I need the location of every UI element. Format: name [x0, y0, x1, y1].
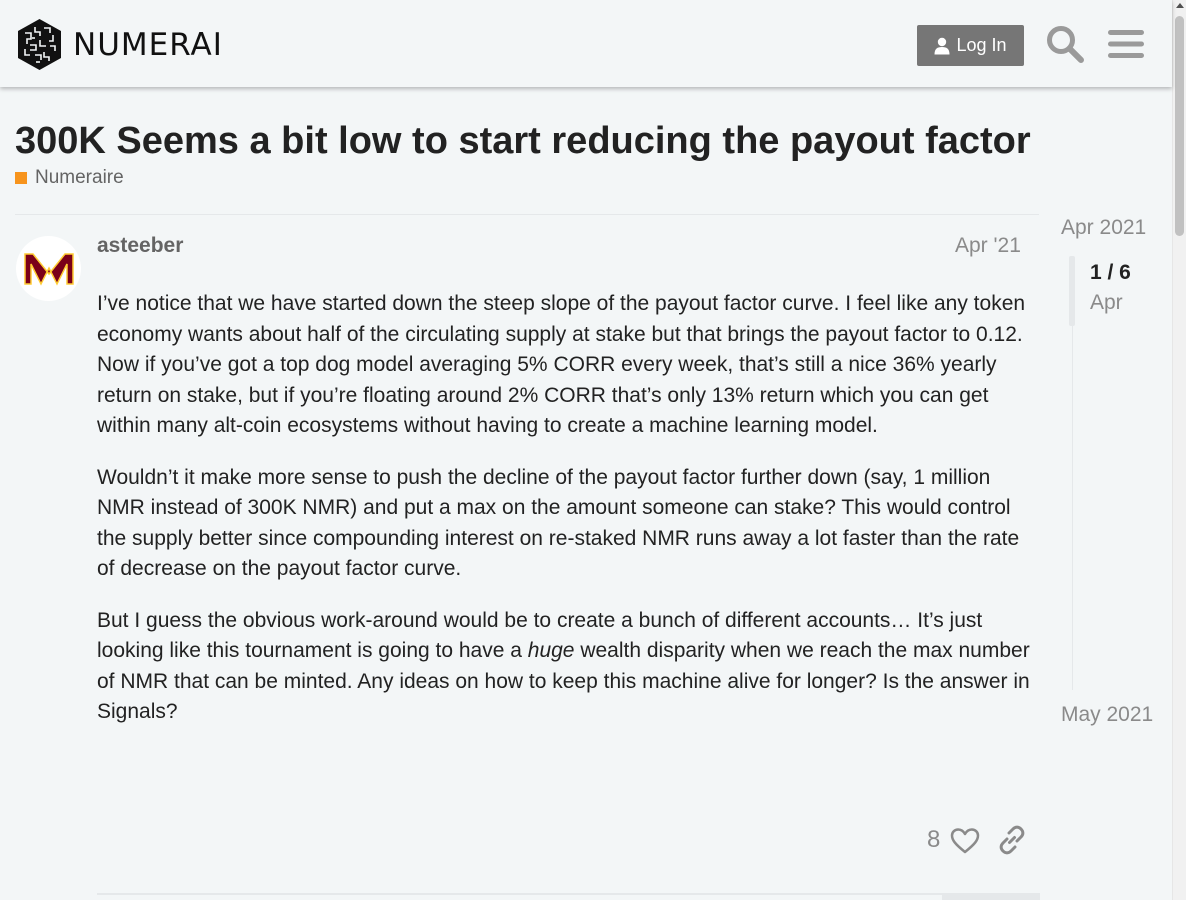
timeline-position: 1 / 6: [1090, 261, 1131, 284]
avatar[interactable]: [16, 236, 81, 301]
avatar-m-logo-icon: [23, 252, 74, 286]
search-button[interactable]: [1043, 22, 1087, 66]
post-paragraph-3: But I guess the obvious work-around woul…: [97, 606, 1032, 728]
post-body: I’ve notice that we have started down th…: [97, 289, 1032, 749]
post-date[interactable]: Apr '21: [955, 234, 1021, 257]
scrollbar-thumb[interactable]: [1175, 16, 1184, 236]
numerai-logo-icon: [18, 19, 61, 70]
like-button[interactable]: [948, 822, 982, 858]
topic-divider: [15, 214, 1039, 215]
post-paragraph-3-start: But I guess the obvious work-around woul…: [97, 608, 983, 663]
next-post-shade: [942, 895, 1040, 900]
scroll-up-arrow-icon[interactable]: [1176, 3, 1184, 8]
page-scrollbar[interactable]: [1172, 0, 1186, 900]
category-name: Numeraire: [35, 167, 124, 188]
post-author[interactable]: asteeber: [97, 234, 184, 257]
like-count: 8: [927, 826, 941, 853]
category-badge[interactable]: Numeraire: [15, 167, 124, 189]
post-emphasis: huge: [527, 639, 575, 662]
post-paragraph-1: I’ve notice that we have started down th…: [97, 292, 1026, 437]
timeline-current-date: Apr: [1090, 291, 1123, 314]
login-label: Log In: [956, 35, 1007, 55]
timeline-track[interactable]: [1072, 256, 1073, 690]
site-logo[interactable]: NUMERAI: [16, 18, 223, 71]
topic-title[interactable]: 300K Seems a bit low to start reducing t…: [15, 120, 1031, 162]
hamburger-menu-icon: [1108, 30, 1144, 58]
link-icon: [999, 825, 1025, 855]
timeline-start-date[interactable]: Apr 2021: [1061, 216, 1147, 239]
post-paragraph-3-end: wealth disparity when we reach the max n…: [97, 639, 1030, 723]
next-post-edge: [97, 893, 1040, 900]
site-header: NUMERAI Log In: [0, 0, 1172, 87]
category-color-swatch: [15, 172, 27, 184]
share-link-button[interactable]: [995, 822, 1029, 858]
login-button[interactable]: Log In: [917, 25, 1024, 66]
brand-name: NUMERAI: [73, 26, 223, 63]
timeline-handle[interactable]: [1069, 256, 1075, 326]
search-icon: [1047, 26, 1084, 63]
timeline-end-date[interactable]: May 2021: [1061, 703, 1154, 726]
post-paragraph-2: Wouldn’t it make more sense to push the …: [97, 465, 1020, 581]
menu-button[interactable]: [1104, 22, 1148, 66]
user-icon: [934, 37, 950, 54]
heart-icon: [950, 827, 980, 853]
